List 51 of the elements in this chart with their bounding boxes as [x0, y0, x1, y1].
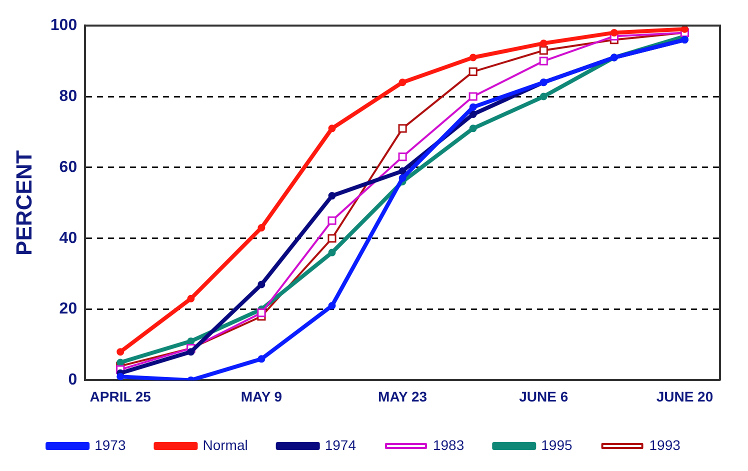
point	[539, 56, 548, 66]
x-tick-label: MAY 23	[378, 388, 428, 404]
point	[328, 192, 336, 200]
point	[540, 92, 548, 100]
point	[469, 103, 477, 111]
y-tick-label: 100	[50, 17, 78, 34]
x-tick-label: JUNE 20	[656, 388, 714, 404]
point	[328, 234, 336, 243]
point	[258, 224, 266, 232]
point	[116, 358, 124, 366]
y-tick-label: 40	[59, 230, 78, 247]
point	[398, 174, 406, 182]
point	[540, 40, 548, 48]
point	[469, 110, 477, 118]
legend-label: 1974	[324, 436, 356, 453]
point	[539, 46, 548, 55]
point	[328, 248, 336, 256]
x-tick-label: MAY 9	[240, 388, 282, 404]
point	[680, 26, 688, 33]
point	[610, 28, 618, 36]
y-tick-label: 80	[59, 88, 78, 105]
point	[469, 54, 477, 62]
point	[468, 92, 478, 101]
point	[328, 216, 336, 225]
point	[468, 67, 478, 76]
point	[257, 308, 266, 318]
point	[116, 372, 124, 380]
y-tick-label: 60	[59, 158, 78, 176]
point	[187, 348, 195, 356]
legend-label: 1973	[94, 436, 126, 453]
y-tick-label: 0	[68, 372, 78, 389]
point	[398, 78, 406, 86]
point	[258, 280, 266, 288]
point	[187, 337, 195, 345]
legend-label: Normal	[202, 436, 248, 453]
point	[187, 294, 195, 302]
point	[328, 302, 336, 310]
point	[398, 124, 407, 133]
y-tick-label: 20	[59, 300, 78, 318]
y-axis-title: PERCENT	[11, 150, 36, 256]
x-tick-label: JUNE 6	[519, 388, 568, 404]
legend-label: 1995	[541, 436, 572, 453]
point	[116, 348, 124, 356]
point	[398, 152, 407, 162]
point	[469, 124, 477, 132]
point	[398, 167, 406, 175]
legend-label: 1993	[649, 436, 681, 453]
point	[328, 124, 336, 132]
point	[258, 355, 266, 363]
x-tick-label: APRIL 25	[90, 388, 152, 404]
legend-label: 1983	[432, 436, 464, 453]
